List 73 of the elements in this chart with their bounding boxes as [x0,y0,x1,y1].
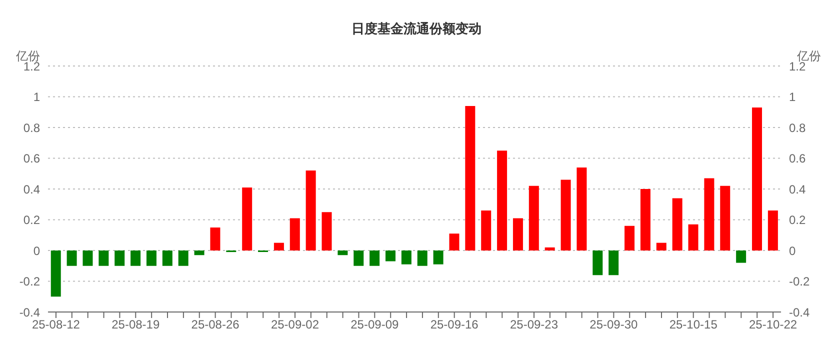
bar [322,212,332,250]
y-tick-label: -0.2 [19,274,40,289]
x-tick-label: 25-09-23 [510,318,558,332]
y-tick-label: 0 [33,244,40,258]
x-tick-label: 25-09-02 [270,318,320,332]
y2-tick-label: 0 [789,244,796,258]
bar [162,250,172,266]
x-tick-label: 25-10-22 [749,318,798,332]
bar [194,250,204,256]
bar [401,250,412,264]
bar [624,226,635,250]
x-tick-label: 25-08-26 [191,318,240,332]
y-tick-label: -0.4 [19,305,40,320]
y-tick-label: 0.4 [23,182,40,196]
bar [497,150,508,250]
chart-title: 日度基金流通份额变动 [350,20,482,38]
bar [720,186,730,250]
bar [528,186,539,250]
bar [386,250,396,262]
bar [114,250,125,266]
y2-axis-title: 亿份 [797,48,821,63]
y-tick-label: 0.8 [23,120,40,135]
y2-tick-label: -0.4 [789,305,810,320]
y2-tick-label: 0.8 [789,120,806,135]
x-tick-label: 25-10-15 [669,318,718,332]
bar [417,250,428,266]
bar [560,180,571,250]
bar [704,178,714,250]
y2-tick-label: 0.6 [789,152,806,166]
bar [752,108,762,250]
bar [210,227,220,250]
bar [146,250,156,266]
bar [656,242,666,250]
bar [544,247,555,250]
bar [640,189,650,250]
bar [592,250,603,276]
bar [512,218,523,250]
bar [66,250,77,266]
y2-tick-label: -0.2 [789,274,810,289]
bar [130,250,141,266]
bar [481,210,492,250]
bar [449,234,460,250]
x-tick-label: 25-09-16 [430,318,479,332]
bar [306,170,316,250]
y2-tick-label: 0.4 [789,182,806,196]
y-tick-label: 0.6 [23,152,40,166]
bar [370,250,380,266]
bar [433,250,444,264]
bar [688,224,698,250]
bar [178,250,188,266]
y2-tick-label: 0.2 [789,213,806,228]
bar [82,250,93,266]
bar [576,167,587,250]
x-tick-label: 25-08-12 [32,318,80,332]
x-tick-label: 25-09-30 [590,318,638,332]
x-tick-label: 25-08-19 [112,318,160,332]
bar [338,250,348,256]
bar [354,250,364,266]
bar [608,250,619,276]
bar [672,198,682,250]
y-tick-label: 0.2 [23,213,40,228]
bar [768,210,778,250]
bar [290,218,300,250]
bar [98,250,109,266]
bar [736,250,746,263]
y-tick-label: 1 [33,90,40,104]
y2-tick-label: 1 [789,90,796,104]
bar [274,242,284,250]
bar [242,187,252,250]
bar [50,250,61,297]
bar [465,106,476,250]
x-tick-label: 25-09-09 [350,318,399,332]
y-axis-title: 亿份 [16,48,40,63]
